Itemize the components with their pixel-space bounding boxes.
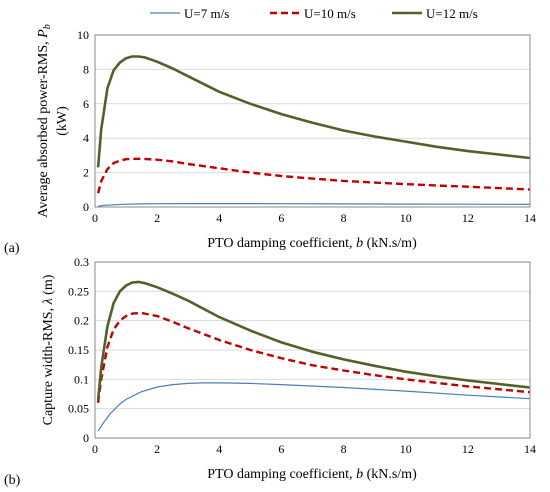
panel-b-xtick-label: 2: [154, 442, 160, 456]
panel-a-series-u7: [98, 203, 531, 207]
panel-a-xtick-label: 2: [154, 211, 160, 225]
legend-label-u10: U=10 m/s: [304, 6, 356, 21]
panel-a-xlabel: PTO damping coefficient, b (kN.s/m): [207, 236, 417, 251]
panel-b-series-u7: [97, 382, 531, 432]
panel-b-ytick-label: 0.05: [68, 402, 89, 416]
legend-label-u7: U=7 m/s: [184, 6, 229, 21]
panel-b-frame: [94, 261, 531, 439]
panel-b-ytick-label: 0.3: [74, 255, 89, 269]
panel-a-ylabel: Average absorbed power-RMS, Pb: [36, 24, 53, 217]
panel-b-ylabel: Capture width-RMS, λ (m): [41, 274, 56, 425]
panel-b-ytick-label: 0.1: [74, 372, 89, 386]
legend: U=7 m/s U=10 m/s U=12 m/s: [150, 6, 478, 21]
panel-a-xtick-label: 8: [341, 211, 347, 225]
panel-b-ytick-label: 0.25: [68, 284, 89, 298]
panel-a-grid: [95, 68, 530, 174]
panel-b-series-u10: [96, 311, 531, 403]
panel-a-series-u10: [96, 157, 531, 194]
panel-a-frame: [94, 34, 531, 208]
panel-b-xtick-label: 14: [524, 442, 536, 456]
panel-b-grid: [95, 290, 530, 410]
panel-a-yticks: 0 2 4 6 8 10: [77, 28, 89, 214]
panel-a-series-u12: [96, 55, 531, 168]
panel-a-label: (a): [4, 241, 20, 256]
panel-a-ytick-label: 10: [77, 28, 89, 42]
panel-a-xtick-label: 6: [278, 211, 284, 225]
panel-b-xtick-label: 0: [92, 442, 98, 456]
panel-a-ylabel-unit: (kW): [55, 106, 70, 136]
panel-b-series: [96, 280, 531, 432]
legend-label-u12: U=12 m/s: [426, 6, 478, 21]
panel-b-xtick-label: 4: [216, 442, 222, 456]
panel-b-xtick-label: 6: [278, 442, 284, 456]
panel-a-xtick-label: 14: [524, 211, 536, 225]
panel-a-xtick-label: 12: [462, 211, 474, 225]
panel-b-label: (b): [4, 473, 21, 488]
panel-a-ytick-label: 0: [83, 200, 89, 214]
panel-b-ytick-label: 0.2: [74, 314, 89, 328]
panel-b-xlabel: PTO damping coefficient, b (kN.s/m): [207, 467, 417, 482]
panel-a-xtick-label: 10: [400, 211, 412, 225]
panel-b-xtick-label: 10: [400, 442, 412, 456]
panel-b-ytick-label: 0: [83, 431, 89, 445]
panel-a-xtick-label: 0: [92, 211, 98, 225]
panel-a-ytick-label: 4: [83, 131, 89, 145]
panel-a-xtick-label: 4: [216, 211, 222, 225]
panel-b-ytick-label: 0.15: [68, 343, 89, 357]
panel-b-xtick-label: 8: [341, 442, 347, 456]
panel-b-series-u12: [96, 280, 531, 401]
panel-a-ytick-label: 2: [83, 166, 89, 180]
panel-a-xticks: 0 2 4 6 8 10 12 14: [92, 211, 536, 225]
panel-a-ytick-label: 6: [83, 97, 89, 111]
panel-b-yticks: 0 0.05 0.1 0.15 0.2 0.25 0.3: [68, 255, 89, 445]
panel-b-xticks: 0 2 4 6 8 10 12 14: [92, 442, 536, 456]
chart-panel-b: 0 0.05 0.1 0.15 0.2 0.25 0.3 0 2 4 6 8 10 12 14 PTO d…: [4, 255, 536, 488]
panel-b-xtick-label: 12: [462, 442, 474, 456]
panel-a-ytick-label: 8: [83, 62, 89, 76]
chart-panel-a: 0 2 4 6 8 10 0 2 4 6 8 10 12 14 PTO damping coeffici…: [4, 24, 536, 256]
panel-a-series: [96, 55, 531, 207]
